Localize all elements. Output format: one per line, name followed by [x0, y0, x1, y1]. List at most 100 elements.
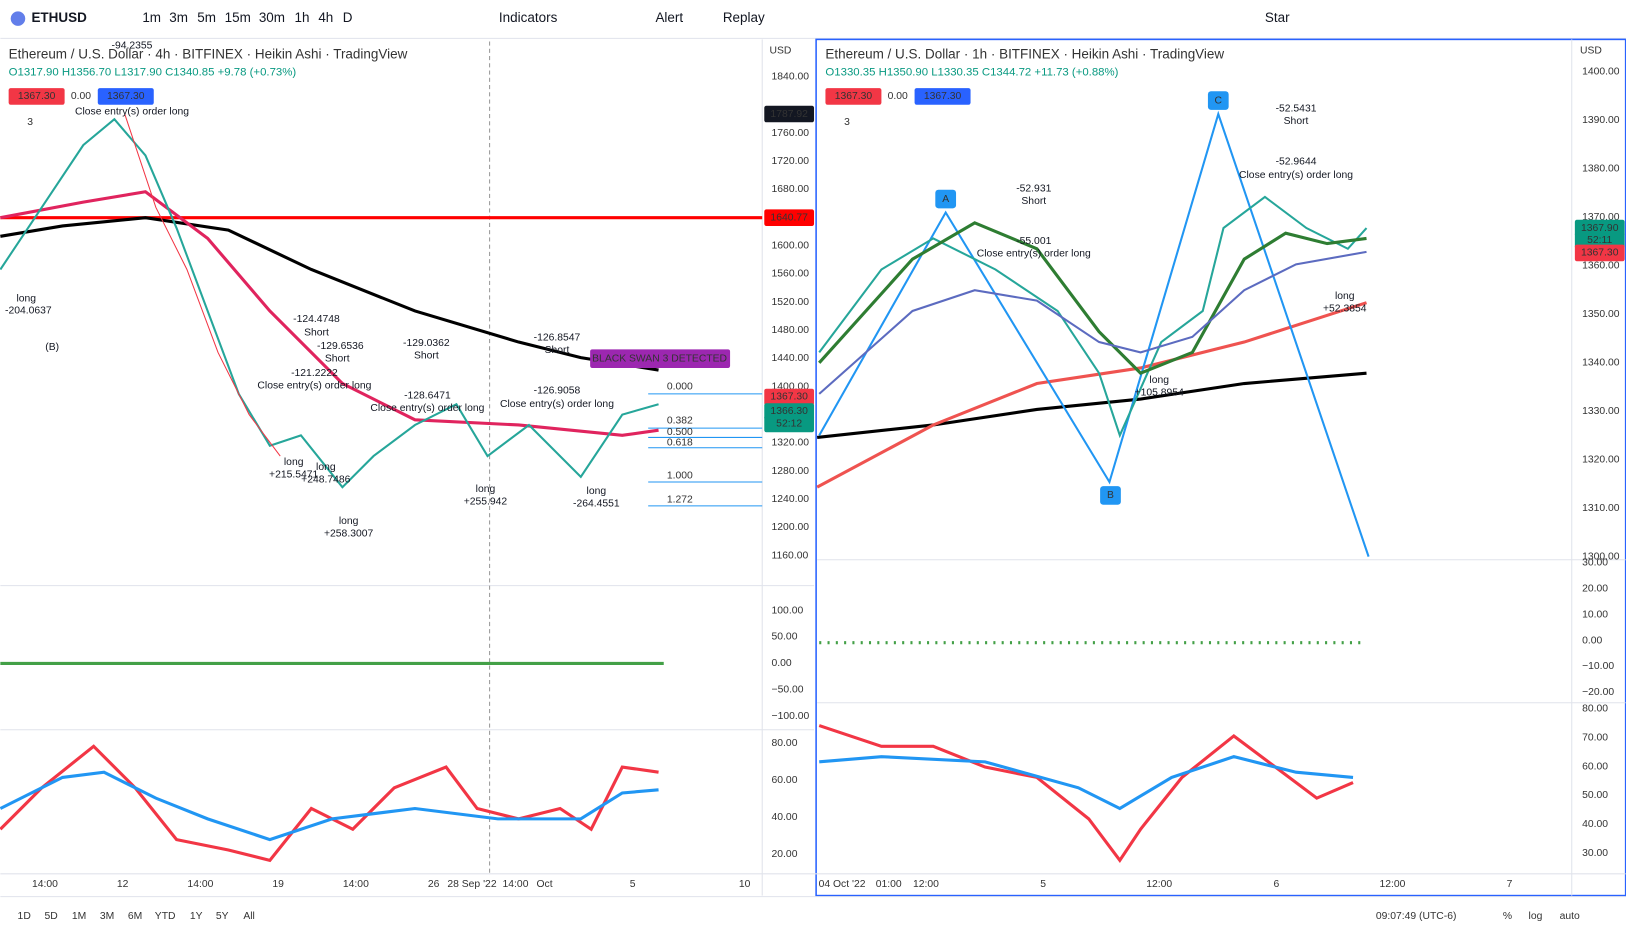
- price-tick: 1160.00: [772, 550, 809, 561]
- ma-line: [816, 301, 1367, 489]
- pane-borders: [0, 39, 1626, 898]
- annotation: -129.6536: [317, 341, 364, 352]
- badge-bg: [97, 88, 154, 105]
- rsi-tick: 40.00: [1582, 819, 1608, 830]
- price-tag: 52:11: [1587, 235, 1612, 246]
- interval[interactable]: D: [343, 10, 353, 25]
- badge: 1367.30: [924, 91, 962, 102]
- time-tick: 5: [630, 879, 636, 890]
- annotation: (B): [45, 342, 59, 353]
- annotation: +105.8954: [1135, 388, 1184, 399]
- time-tick: 10: [739, 879, 751, 890]
- badge: 1367.30: [18, 91, 56, 102]
- replay-button[interactable]: Replay: [723, 10, 765, 25]
- rsi-tick: 60.00: [1582, 761, 1608, 772]
- layers-count: 3: [27, 117, 33, 128]
- pattern-point: [935, 189, 957, 209]
- annotation: -129.0362: [403, 338, 450, 349]
- time-tick: 12:00: [913, 879, 939, 890]
- time-tick: 14:00: [343, 879, 369, 890]
- range-button[interactable]: 3M: [100, 911, 114, 922]
- price-tick: 1310.00: [1582, 503, 1620, 514]
- interval[interactable]: 30m: [259, 10, 285, 25]
- ohlc: O1317.90 H1356.70 L1317.90 C1340.85 +9.7…: [9, 67, 297, 79]
- price-tick: 1280.00: [772, 466, 810, 477]
- price-tick: 1600.00: [772, 240, 810, 251]
- annotation: -126.9058: [534, 386, 581, 397]
- alert-button[interactable]: Alert: [655, 10, 683, 25]
- log-toggle[interactable]: log: [1529, 911, 1543, 922]
- annotation: Short: [414, 350, 439, 361]
- time-tick: 26: [428, 879, 440, 890]
- annotation: long: [16, 293, 36, 304]
- annotation: Short: [325, 353, 350, 364]
- range-button[interactable]: 1D: [18, 911, 31, 922]
- ma-line: [0, 216, 659, 372]
- price-tick: 1720.00: [772, 156, 810, 167]
- ma-line: [0, 190, 659, 437]
- rsi-tick: 60.00: [772, 775, 798, 786]
- currency[interactable]: USD: [1580, 46, 1602, 57]
- interval[interactable]: 5m: [197, 10, 216, 25]
- price-line: [818, 195, 1368, 439]
- osc-tick: 0.00: [772, 658, 792, 669]
- price-tag: 1367.30: [1581, 248, 1619, 259]
- annotation: Close entry(s) order long: [500, 399, 614, 410]
- chart-title: Ethereum / U.S. Dollar · 1h · BITFINEX ·…: [825, 46, 1224, 61]
- time-tick: 6: [1273, 879, 1279, 890]
- ma-line: [818, 250, 1367, 395]
- annotation: +248.7486: [301, 475, 350, 486]
- range-button[interactable]: 5D: [45, 911, 58, 922]
- price-tick: 1480.00: [772, 325, 810, 336]
- interval[interactable]: 3m: [169, 10, 188, 25]
- interval[interactable]: 4h: [318, 10, 333, 25]
- indicators-button[interactable]: Indicators: [499, 10, 558, 25]
- time-tick: 12: [117, 879, 129, 890]
- rsi-line: [0, 744, 659, 863]
- time-tick: 28 Sep '22: [447, 879, 496, 890]
- currency[interactable]: USD: [769, 46, 791, 57]
- range-button[interactable]: 1Y: [190, 911, 203, 922]
- symbol-icon: [10, 11, 26, 26]
- interval[interactable]: 1m: [142, 10, 161, 25]
- range-button[interactable]: 6M: [128, 911, 142, 922]
- annotation: -124.4748: [293, 314, 340, 325]
- symbol[interactable]: ETHUSD: [31, 10, 87, 25]
- interval[interactable]: 15m: [225, 10, 251, 25]
- fib-label: 0.618: [667, 437, 693, 448]
- range-button[interactable]: YTD: [155, 911, 176, 922]
- annotation: Close entry(s) order long: [75, 107, 189, 118]
- range-button[interactable]: 5Y: [216, 911, 229, 922]
- price-tick: 1440.00: [772, 353, 810, 364]
- price-line: [124, 113, 281, 457]
- annotation: Close entry(s) order long: [1239, 170, 1353, 181]
- osc-tick: −50.00: [772, 685, 804, 696]
- layout-name[interactable]: Star: [1265, 10, 1290, 25]
- time-tick: 14:00: [187, 879, 213, 890]
- interval[interactable]: 1h: [294, 10, 309, 25]
- osc-tick: −20.00: [1582, 687, 1614, 698]
- range-button[interactable]: All: [243, 911, 255, 922]
- annotation: -52.5431: [1276, 104, 1317, 115]
- annotation: long: [284, 457, 304, 468]
- auto-toggle[interactable]: auto: [1560, 911, 1580, 922]
- rsi-line: [0, 770, 659, 842]
- rsi-line: [819, 755, 1354, 811]
- osc-tick: 10.00: [1582, 609, 1608, 620]
- annotation: Short: [545, 345, 570, 356]
- annotation: -55.001: [1016, 236, 1051, 247]
- badge: 1367.30: [835, 91, 873, 102]
- osc-tick: 30.00: [1582, 558, 1608, 569]
- fib-label: 0.000: [667, 381, 693, 392]
- annotation: long: [587, 486, 607, 497]
- percent-toggle[interactable]: %: [1503, 911, 1512, 922]
- annotation: -52.931: [1016, 183, 1051, 194]
- badge: 0.00: [888, 91, 908, 102]
- annotation: long: [316, 462, 336, 473]
- osc-tick: −10.00: [1582, 661, 1614, 672]
- time-tick: 14:00: [503, 879, 529, 890]
- rsi-tick: 70.00: [1582, 733, 1608, 744]
- range-button[interactable]: 1M: [72, 911, 86, 922]
- time-tick: 5: [1040, 879, 1046, 890]
- annotation: +52.3854: [1323, 304, 1367, 315]
